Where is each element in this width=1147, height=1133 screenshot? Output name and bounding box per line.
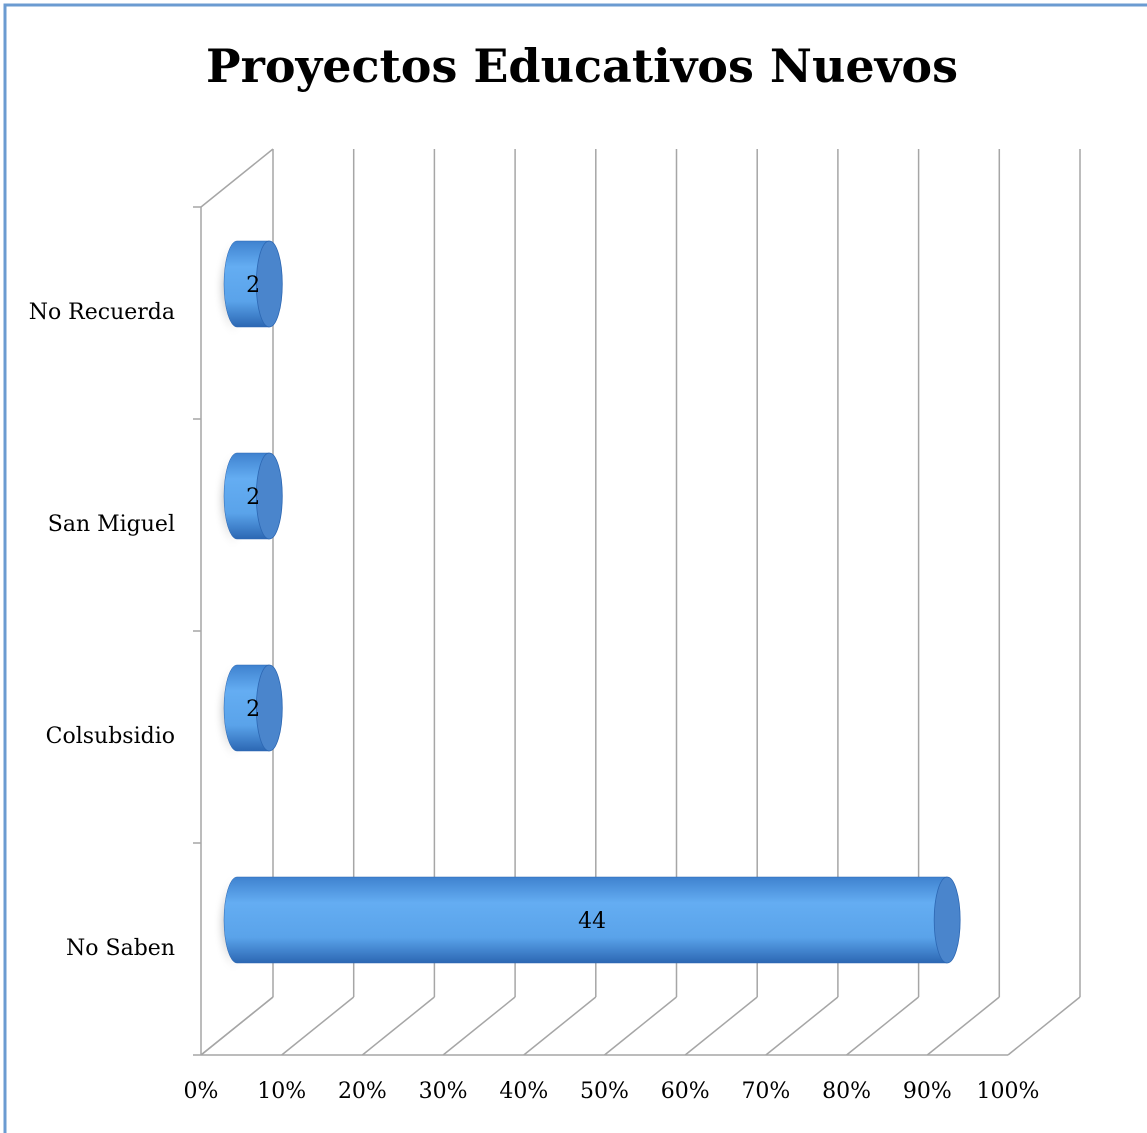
x-tick-label: 30%: [419, 1079, 468, 1104]
grid-line: [442, 996, 516, 1056]
x-tick-label: 100%: [977, 1079, 1040, 1104]
grid-line: [523, 996, 597, 1056]
x-tick-label: 60%: [661, 1079, 710, 1104]
bar-cap: [255, 664, 283, 752]
grid-line: [765, 996, 839, 1056]
grid-line: [604, 996, 677, 1056]
grid-line: [846, 996, 920, 1056]
y-tick-label: San Miguel: [48, 512, 175, 537]
grid-line: [200, 996, 274, 1056]
grid-line: [1007, 996, 1081, 1056]
x-tick-label: 0%: [184, 1079, 219, 1104]
bar-cap: [933, 876, 961, 964]
y-tick-label: No Saben: [66, 936, 175, 961]
x-tick-label: 50%: [580, 1079, 629, 1104]
frame: [3, 3, 1147, 1133]
x-tick-label: 70%: [741, 1079, 790, 1104]
x-tick-label: 40%: [499, 1079, 548, 1104]
data-label: 2: [246, 485, 260, 510]
bar-cap: [255, 452, 283, 540]
x-tick-label: 90%: [903, 1079, 952, 1104]
x-tick-label: 80%: [822, 1079, 871, 1104]
bar: [223, 876, 948, 964]
bar-cap: [255, 240, 283, 328]
chart-title: Proyectos Educativos Nuevos: [206, 39, 958, 93]
data-label: 44: [578, 909, 606, 934]
grid-line: [926, 996, 1000, 1056]
data-label: 2: [246, 697, 260, 722]
grid-line: [684, 996, 758, 1056]
data-label: 2: [246, 273, 260, 298]
x-tick-label: 10%: [257, 1079, 306, 1104]
grid-line: [361, 996, 435, 1056]
grid-line: [281, 996, 355, 1056]
x-tick-label: 20%: [338, 1079, 387, 1104]
y-tick-label: Colsubsidio: [46, 724, 175, 749]
y-tick-label: No Recuerda: [29, 300, 175, 325]
